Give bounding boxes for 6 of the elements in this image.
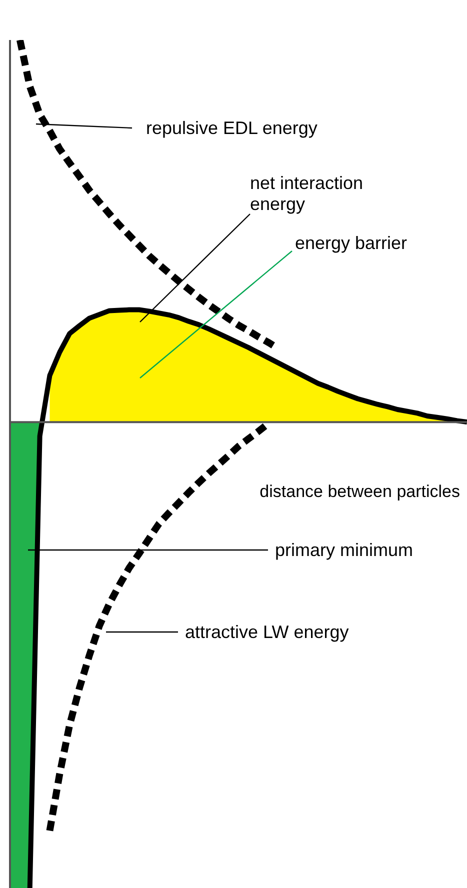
annotation: energy barrier	[295, 233, 408, 253]
annotation: repulsive EDL energy	[146, 118, 318, 138]
annotation: net interaction energy	[250, 173, 364, 214]
annotation: attractive LW energy	[185, 622, 349, 642]
annotation: primary minimum	[275, 540, 414, 560]
x-axis-title: distance between particles	[260, 482, 460, 501]
